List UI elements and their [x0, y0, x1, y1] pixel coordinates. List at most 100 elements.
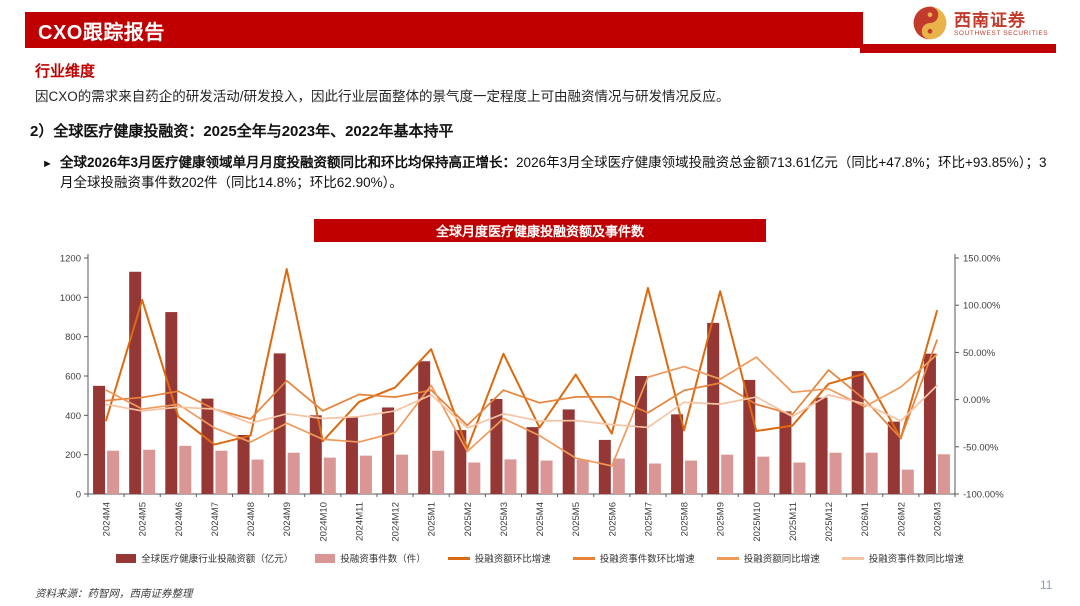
x-axis-category-label: 2026M1	[860, 502, 871, 536]
legend-line-swatch	[447, 556, 470, 560]
bar-events	[829, 452, 842, 494]
bar-events	[793, 462, 806, 494]
bar-amount	[562, 409, 575, 494]
bar-amount	[815, 397, 828, 494]
page-number: 11	[1040, 578, 1053, 592]
legend-label: 投融资额环比增速	[474, 554, 551, 565]
x-axis-category-label: 2026M3	[932, 502, 943, 536]
bar-amount	[382, 407, 395, 494]
bar-events	[396, 454, 409, 494]
bar-amount	[743, 379, 756, 494]
legend-label: 投融资事件数（件）	[340, 554, 426, 565]
right-axis-tick-label: 150.00%	[963, 254, 1001, 265]
right-axis-tick-label: 0.00%	[963, 395, 990, 406]
logo-name-en: SOUTHWEST SECURITIES	[954, 30, 1049, 38]
x-axis-category-label: 2024M5	[138, 502, 149, 536]
line-series-0	[105, 268, 938, 450]
bar-events	[757, 456, 770, 494]
bullet-arrow-icon: ►	[42, 158, 53, 170]
left-axis-tick-label: 1000	[60, 293, 81, 304]
bar-amount	[779, 411, 792, 494]
left-axis-tick-label: 200	[65, 450, 81, 461]
x-axis-category-label: 2025M4	[535, 502, 546, 536]
right-axis-tick-label: 50.00%	[963, 348, 996, 359]
bar-events	[359, 455, 372, 494]
bar-amount	[129, 271, 142, 494]
legend-item: 全球医疗健康行业投融资额（亿元）	[116, 551, 293, 565]
bar-events	[251, 459, 264, 494]
swirl-logo-icon	[912, 5, 948, 46]
right-axis-tick-label: 100.00%	[963, 301, 1001, 312]
bar-events	[721, 454, 734, 494]
sub-heading: 2）全球医疗健康投融资：2025全年与2023年、2022年基本持平	[30, 123, 454, 140]
x-axis-category-label: 2025M12	[824, 502, 835, 542]
x-axis-category-label: 2025M6	[607, 502, 618, 536]
bar-amount	[671, 414, 684, 494]
bullet-text-bold: 全球2026年3月医疗健康领域单月月度投融资额同比和环比均保持高正增长：	[60, 155, 517, 170]
x-axis-category-label: 2024M4	[102, 502, 113, 536]
section-paragraph: 因CXO的需求来自药企的研发活动/研发投入，因此行业层面整体的景气度一定程度上可…	[35, 89, 730, 104]
x-axis-category-label: 2025M2	[463, 502, 474, 536]
legend-label: 投融资事件数环比增速	[599, 554, 695, 565]
header-band: CXO跟踪报告	[25, 12, 863, 48]
bar-events	[540, 460, 553, 494]
bar-events	[107, 450, 120, 494]
left-axis-tick-label: 600	[65, 372, 81, 383]
bar-events	[576, 459, 589, 494]
bar-events	[612, 458, 625, 494]
legend-item: 投融资事件数（件）	[315, 551, 426, 565]
bar-events	[468, 462, 481, 494]
bar-events	[143, 449, 156, 494]
southwest-securities-logo: 西南证券 SOUTHWEST SECURITIES	[912, 5, 1057, 45]
bar-amount	[165, 312, 178, 494]
section-heading: 行业维度	[35, 63, 96, 80]
x-axis-category-label: 2025M5	[571, 502, 582, 536]
bar-amount	[418, 361, 431, 494]
x-axis-category-label: 2024M9	[282, 502, 293, 536]
logo-text: 西南证券 SOUTHWEST SECURITIES	[954, 12, 1048, 38]
bar-amount	[526, 427, 539, 494]
source-note: 资料来源：药智网，西南证券整理	[35, 588, 193, 600]
bar-events	[648, 463, 661, 494]
x-axis-category-label: 2024M12	[391, 502, 402, 542]
legend-item: 投融资事件数环比增速	[572, 551, 695, 565]
chart-canvas: 0 200 400 600 800 1000 1200 150.00% 100.00% 50.00…	[60, 254, 1004, 542]
x-axis-category-label: 2025M10	[752, 502, 763, 542]
bar-amount	[923, 353, 936, 494]
bar-amount	[598, 439, 611, 494]
legend-label: 投融资额同比增速	[743, 554, 820, 565]
bullet-point: ► 全球2026年3月医疗健康领域单月月度投融资额同比和环比均保持高正增长：20…	[42, 153, 1050, 193]
line-series-2	[105, 353, 938, 467]
legend-item: 投融资事件数同比增速	[841, 551, 964, 565]
bar-amount	[490, 399, 503, 494]
x-axis-category-label: 2025M8	[680, 502, 691, 536]
legend-item: 投融资额环比增速	[447, 551, 551, 565]
bar-events	[901, 469, 914, 494]
logo-name-cn: 西南证券	[954, 11, 1026, 31]
x-axis-category-label: 2025M1	[427, 502, 438, 536]
header-accent-stripe	[860, 44, 1056, 53]
bar-events	[179, 445, 192, 494]
bar-events	[504, 459, 517, 494]
x-axis-category-label: 2024M11	[354, 502, 365, 541]
legend-bar-swatch	[315, 553, 336, 563]
chart-legend: 全球医疗健康行业投融资额（亿元） 投融资事件数（件） 投融资额环比增速 投融资事件数环…	[0, 551, 1080, 565]
bar-amount	[201, 398, 214, 494]
bar-events	[865, 452, 878, 494]
bar-amount	[273, 353, 286, 494]
bar-amount	[707, 322, 720, 494]
x-axis-category-label: 2026M2	[896, 502, 907, 536]
chart-title-banner: 全球月度医疗健康投融资额及事件数	[314, 219, 766, 242]
right-axis-tick-label: -50.00%	[963, 442, 999, 453]
line-series-3	[105, 384, 938, 429]
x-axis-category-label: 2024M8	[246, 502, 257, 536]
x-axis-category-label: 2025M7	[643, 502, 654, 536]
bar-events	[685, 460, 698, 494]
x-axis-category-label: 2024M6	[174, 502, 185, 536]
bar-amount	[454, 430, 467, 494]
left-axis-tick-label: 400	[65, 411, 81, 422]
bar-amount	[887, 421, 900, 494]
bar-events	[323, 457, 336, 494]
bar-events	[937, 454, 950, 494]
